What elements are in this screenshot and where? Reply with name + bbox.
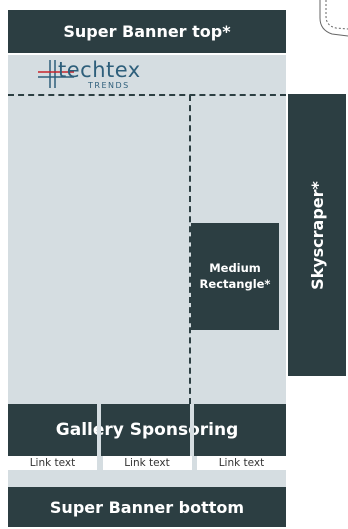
super-banner-bottom-label: Super Banner bottom <box>49 497 245 517</box>
link-text-3[interactable]: Link text <box>197 456 286 470</box>
gallery-separator <box>190 404 194 456</box>
link-text-1[interactable]: Link text <box>8 456 97 470</box>
logo-tagline: TRENDS <box>88 81 130 90</box>
gallery-separator <box>97 404 101 456</box>
super-banner-top-label: Super Banner top* <box>63 22 231 41</box>
content-divider-vertical <box>189 95 191 404</box>
techtex-logo-mark-icon <box>38 60 74 88</box>
corner-decoration-icon <box>319 0 348 37</box>
medium-rectangle-line1: Medium <box>209 260 261 275</box>
skyscraper-label: Skyscraper* <box>307 180 327 290</box>
super-banner-top: Super Banner top* <box>8 10 286 53</box>
link-text-2[interactable]: Link text <box>102 456 192 470</box>
techtex-logo: techtex TRENDS <box>36 58 176 92</box>
medium-rectangle-line2: Rectangle* <box>199 276 271 291</box>
gallery-sponsoring: Gallery Sponsoring <box>8 404 286 456</box>
content-divider-horizontal <box>8 94 286 96</box>
medium-rectangle-ad: Medium Rectangle* <box>191 223 279 330</box>
skyscraper-ad: Skyscraper* <box>288 94 346 376</box>
link-row: Link text Link text Link text <box>8 456 286 470</box>
super-banner-bottom: Super Banner bottom <box>8 487 286 527</box>
logo-name: techtex <box>58 58 141 82</box>
gallery-sponsoring-label: Gallery Sponsoring <box>55 420 239 440</box>
